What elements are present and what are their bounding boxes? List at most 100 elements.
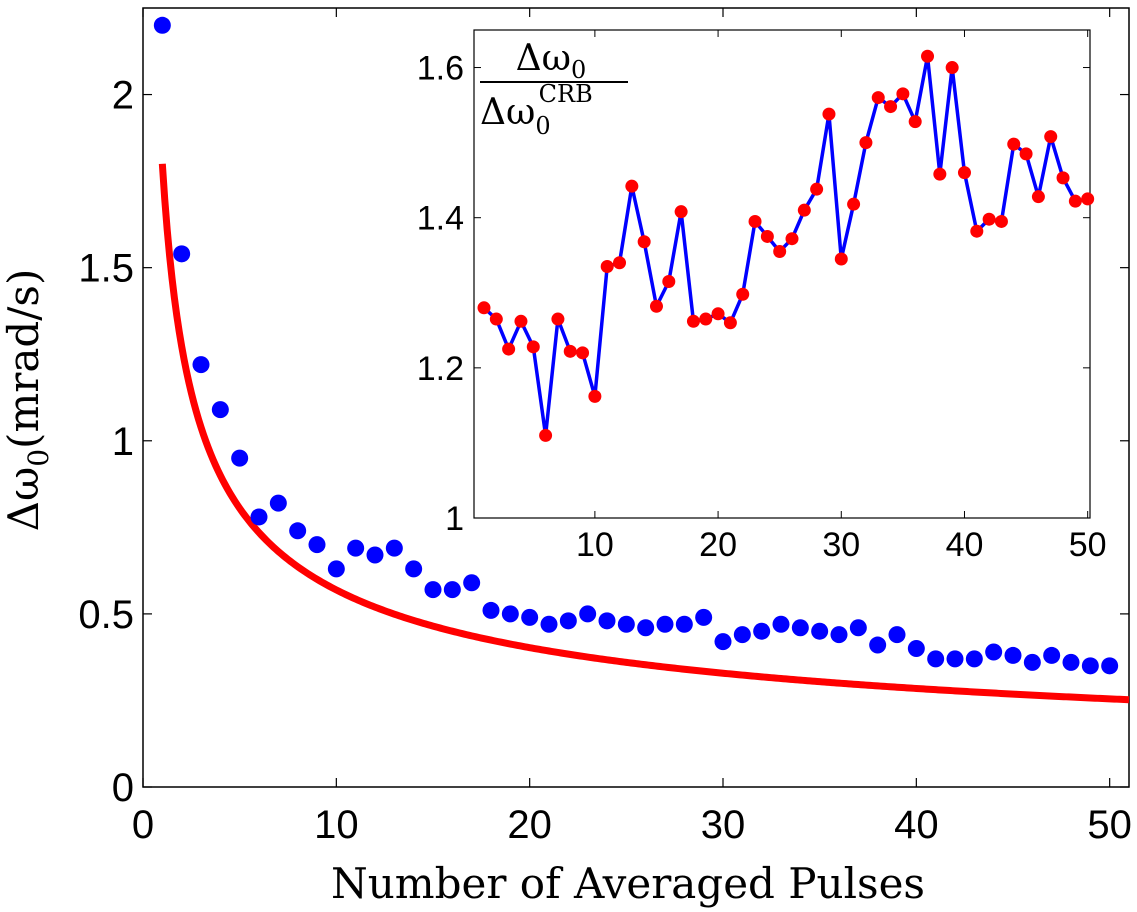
inset-ratio-point	[736, 287, 750, 301]
inset-ratio-point	[970, 224, 984, 238]
inset-label-denominator: Δω0CRB	[480, 80, 593, 140]
main-y-tick-label: 0	[112, 766, 134, 810]
inset-ratio-point	[526, 340, 540, 354]
inset-y-tick-labels: 1 1.2 1.4 1.6	[417, 50, 464, 538]
measured-point	[211, 401, 229, 419]
measured-point	[501, 605, 519, 623]
y-axis-label-units: (mrad/s)	[0, 269, 48, 449]
measured-point	[869, 636, 887, 654]
measured-point	[289, 522, 307, 540]
inset-ratio-point	[847, 197, 861, 211]
measured-point	[559, 612, 577, 630]
inset-x-tick-label: 40	[946, 526, 984, 564]
inset-ratio-point	[884, 100, 898, 114]
inset-ratio-point	[637, 235, 651, 249]
measured-point	[1023, 653, 1041, 671]
measured-point	[521, 608, 539, 626]
inset-ratio-point	[871, 91, 885, 105]
measured-point	[772, 615, 790, 633]
inset-x-tick-label: 10	[576, 526, 614, 564]
main-axis-ticks	[142, 8, 1129, 788]
inset-ratio-point	[551, 312, 565, 326]
inset-ratio-points	[477, 49, 1095, 442]
measured-point	[811, 622, 829, 640]
measured-point	[424, 581, 442, 599]
inset-axis-ticks	[474, 30, 1090, 519]
inset-ratio-point	[1044, 130, 1058, 144]
inset-ratio-point	[859, 136, 873, 150]
main-y-tick-label: 1	[112, 420, 134, 464]
measured-point	[985, 643, 1003, 661]
measured-point	[733, 626, 751, 644]
measured-point	[1004, 646, 1022, 664]
inset-ratio-point	[711, 307, 725, 321]
inset-label-numerator: Δω0	[516, 38, 587, 84]
measured-point	[714, 633, 732, 651]
x-axis-label: Number of Averaged Pulses	[331, 859, 925, 908]
inset-y-tick-label: 1.6	[417, 50, 464, 88]
measured-point	[443, 581, 461, 599]
measured-point	[385, 539, 403, 557]
measured-point	[463, 574, 481, 592]
inset-ratio-point	[1007, 137, 1021, 151]
measured-point	[192, 356, 210, 374]
measured-point	[617, 615, 635, 633]
inset-ratio-point	[748, 214, 762, 228]
inset-ratio-point	[563, 344, 577, 358]
inset-ratio-point	[797, 203, 811, 217]
measured-point	[598, 612, 616, 630]
inset-ratio-point	[699, 312, 713, 326]
measured-point	[1043, 646, 1061, 664]
main-y-tick-label: 2	[112, 74, 134, 118]
measured-point	[888, 626, 906, 644]
measured-point	[579, 605, 597, 623]
inset-ratio-point	[1068, 194, 1082, 208]
inset-ratio-point	[686, 314, 700, 328]
inset-ratio-point	[908, 115, 922, 129]
measured-point	[791, 619, 809, 637]
measured-point	[250, 508, 268, 526]
main-y-tick-label: 1.5	[78, 247, 134, 291]
main-x-tick-label: 30	[701, 803, 746, 847]
inset-ratio-point	[982, 212, 996, 226]
measured-point	[1101, 657, 1119, 675]
main-plot-frame	[142, 7, 1130, 788]
inset-ratio-point	[600, 259, 614, 273]
inset-x-tick-label: 30	[822, 526, 860, 564]
inset-ratio-point	[810, 182, 824, 196]
inset-x-tick-label: 50	[1069, 526, 1107, 564]
measured-point	[366, 546, 384, 564]
inset-ratio-point	[785, 232, 799, 246]
inset-ratio-point	[1031, 190, 1045, 204]
measured-point	[269, 494, 287, 512]
inset-ratio-point	[502, 342, 516, 356]
measured-point	[1081, 657, 1099, 675]
inset-y-tick-label: 1	[445, 500, 464, 538]
measured-point	[965, 650, 983, 668]
measured-point	[327, 560, 345, 578]
inset-ratio-point	[576, 346, 590, 360]
inset-ratio-point	[477, 301, 491, 315]
main-x-tick-label: 0	[132, 803, 154, 847]
inset-ratio-point	[514, 314, 528, 328]
inset-ratio-point	[957, 166, 971, 180]
measured-points	[153, 16, 1119, 675]
measured-point	[153, 16, 171, 34]
main-x-tick-labels: 0 10 20 30 40 50	[132, 803, 1132, 847]
inset-y-label: Δω0 Δω0CRB	[480, 38, 628, 140]
inset-ratio-point	[613, 256, 627, 270]
inset-ratio-point	[649, 299, 663, 313]
inset-ratio-point	[773, 244, 787, 258]
main-x-tick-label: 40	[894, 803, 939, 847]
measured-point	[849, 619, 867, 637]
inset-ratio-point	[588, 389, 602, 403]
measured-point	[656, 615, 674, 633]
y-axis-label-subscript: 0	[22, 449, 55, 467]
inset-y-tick-label: 1.2	[417, 350, 464, 388]
main-y-tick-label: 0.5	[78, 593, 134, 637]
measured-point	[308, 536, 326, 554]
inset-ratio-point	[834, 252, 848, 266]
inset-x-tick-labels: 10 20 30 40 50	[576, 526, 1107, 564]
y-axis-label-symbol: Δω	[0, 467, 48, 532]
